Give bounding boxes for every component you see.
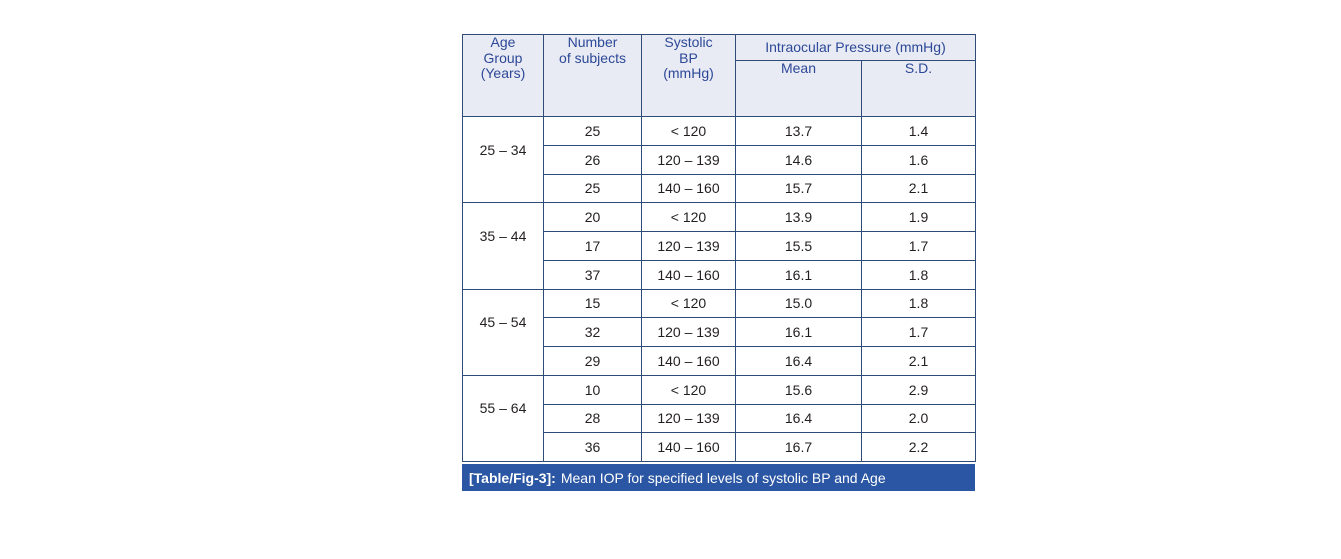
column-header-subjects: Number of subjects xyxy=(543,34,642,117)
iop-mean-cell: 15.5 xyxy=(735,231,862,261)
iop-data-table: Age Group (Years) Number of subjects Sys… xyxy=(462,34,976,463)
subjects-cell: 36 xyxy=(543,432,642,462)
column-header-age-group: Age Group (Years) xyxy=(462,34,544,117)
systolic-bp-cell: < 120 xyxy=(641,116,736,146)
iop-sd-cell: 2.1 xyxy=(861,346,976,376)
iop-sd-cell: 1.8 xyxy=(861,288,976,319)
table-caption: [Table/Fig-3]: Mean IOP for specified le… xyxy=(462,464,975,491)
header-row-top: Age Group (Years) Number of subjects Sys… xyxy=(462,34,976,117)
iop-mean-cell: 13.9 xyxy=(735,202,862,232)
subjects-cell: 25 xyxy=(543,173,642,204)
table-row: 17 120 – 139 15.5 1.7 xyxy=(462,231,976,261)
iop-mean-cell: 15.7 xyxy=(735,173,862,204)
table-row: 28 120 – 139 16.4 2.0 xyxy=(462,403,976,434)
table-row: 25 – 34 25 < 120 13.7 1.4 xyxy=(462,115,976,204)
caption-text: Mean IOP for specified levels of systoli… xyxy=(560,469,886,486)
age-group-cell: 55 – 64 xyxy=(462,374,544,463)
age-group-cell: 45 – 54 xyxy=(462,288,544,376)
iop-sd-cell: 2.0 xyxy=(861,403,976,434)
table-row: 35 – 44 20 < 120 13.9 1.9 xyxy=(462,202,976,290)
table-row: 45 – 54 15 < 120 15.0 1.8 xyxy=(462,288,976,376)
iop-sd-cell: 1.7 xyxy=(861,317,976,347)
age-group-label: 45 – 54 xyxy=(479,314,527,331)
table-row: 32 120 – 139 16.1 1.7 xyxy=(462,317,976,347)
subjects-cell: 28 xyxy=(543,403,642,434)
column-header-mean: Mean xyxy=(735,60,862,117)
subjects-cell: 37 xyxy=(543,259,642,290)
systolic-bp-cell: 120 – 139 xyxy=(641,317,736,347)
column-header-iop: Intraocular Pressure (mmHg) xyxy=(735,34,976,61)
iop-mean-cell: 16.1 xyxy=(735,317,862,347)
subjects-cell: 20 xyxy=(543,202,642,232)
age-group-cell: 25 – 34 xyxy=(462,115,544,204)
subjects-cell: 10 xyxy=(543,374,642,405)
table-body: 25 – 34 25 < 120 13.7 1.4 26 120 – 139 14.6 1.6 2… xyxy=(462,115,976,463)
table-header: Age Group (Years) Number of subjects Sys… xyxy=(462,34,976,117)
caption-figure-label: [Table/Fig-3]: xyxy=(469,469,556,486)
table-row: 36 140 – 160 16.7 2.2 xyxy=(462,432,976,462)
age-group-label: 55 – 64 xyxy=(479,400,527,417)
iop-sd-cell: 2.2 xyxy=(861,432,976,462)
systolic-bp-cell: 120 – 139 xyxy=(641,231,736,261)
table-row: 37 140 – 160 16.1 1.8 xyxy=(462,259,976,290)
table-row: 55 – 64 10 < 120 15.6 2.9 xyxy=(462,374,976,463)
iop-mean-cell: 16.4 xyxy=(735,403,862,434)
table-figure: Age Group (Years) Number of subjects Sys… xyxy=(462,34,976,491)
iop-mean-cell: 15.0 xyxy=(735,288,862,319)
iop-sd-cell: 2.1 xyxy=(861,173,976,204)
systolic-bp-cell: 120 – 139 xyxy=(641,403,736,434)
systolic-bp-cell: < 120 xyxy=(641,374,736,405)
column-header-sd: S.D. xyxy=(861,60,976,117)
subjects-cell: 29 xyxy=(543,346,642,376)
iop-mean-cell: 14.6 xyxy=(735,144,862,175)
table-row: 29 140 – 160 16.4 2.1 xyxy=(462,346,976,376)
table-row: 25 140 – 160 15.7 2.1 xyxy=(462,173,976,204)
iop-sd-cell: 2.9 xyxy=(861,374,976,405)
iop-sd-cell: 1.8 xyxy=(861,259,976,290)
table-row: 26 120 – 139 14.6 1.6 xyxy=(462,144,976,175)
age-group-label: 35 – 44 xyxy=(479,227,527,244)
systolic-bp-cell: < 120 xyxy=(641,202,736,232)
systolic-bp-cell: < 120 xyxy=(641,288,736,319)
systolic-bp-cell: 120 – 139 xyxy=(641,144,736,175)
header-row-sub: Mean S.D. xyxy=(463,60,976,117)
iop-mean-cell: 13.7 xyxy=(735,116,862,146)
subjects-cell: 17 xyxy=(543,231,642,261)
iop-sd-cell: 1.6 xyxy=(861,144,976,175)
systolic-bp-cell: 140 – 160 xyxy=(641,173,736,204)
systolic-bp-cell: 140 – 160 xyxy=(641,346,736,376)
iop-sd-cell: 1.4 xyxy=(861,116,976,146)
iop-sd-cell: 1.9 xyxy=(861,202,976,232)
iop-mean-cell: 16.1 xyxy=(735,259,862,290)
subjects-cell: 25 xyxy=(543,116,642,146)
iop-mean-cell: 16.7 xyxy=(735,432,862,462)
subjects-cell: 32 xyxy=(543,317,642,347)
age-group-label: 25 – 34 xyxy=(479,141,527,158)
subjects-cell: 26 xyxy=(543,144,642,175)
iop-mean-cell: 16.4 xyxy=(735,346,862,376)
column-header-systolic-bp: Systolic BP (mmHg) xyxy=(641,34,736,117)
iop-mean-cell: 15.6 xyxy=(735,374,862,405)
iop-sd-cell: 1.7 xyxy=(861,231,976,261)
systolic-bp-cell: 140 – 160 xyxy=(641,432,736,462)
systolic-bp-cell: 140 – 160 xyxy=(641,259,736,290)
age-group-cell: 35 – 44 xyxy=(462,202,544,290)
subjects-cell: 15 xyxy=(543,288,642,319)
